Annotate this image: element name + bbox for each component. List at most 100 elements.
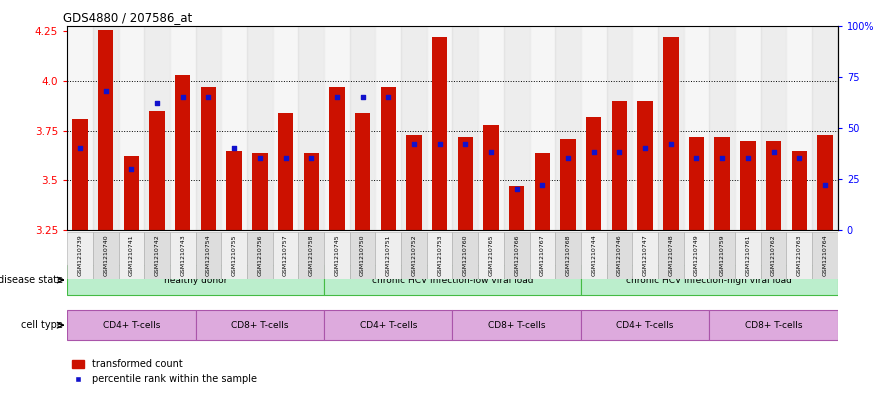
Bar bbox=[272, 232, 298, 279]
Point bbox=[484, 149, 498, 155]
Point bbox=[433, 141, 447, 147]
Legend: transformed count, percentile rank within the sample: transformed count, percentile rank withi… bbox=[72, 359, 256, 384]
Point bbox=[638, 145, 652, 151]
Point bbox=[381, 94, 395, 100]
Text: GSM1210739: GSM1210739 bbox=[78, 234, 82, 276]
Bar bbox=[452, 310, 581, 340]
Text: GSM1210741: GSM1210741 bbox=[129, 234, 134, 276]
Text: CD8+ T-cells: CD8+ T-cells bbox=[488, 321, 546, 330]
Bar bbox=[67, 232, 93, 279]
Text: GSM1210752: GSM1210752 bbox=[411, 234, 417, 276]
Bar bbox=[93, 232, 118, 279]
Text: CD4+ T-cells: CD4+ T-cells bbox=[359, 321, 417, 330]
Point bbox=[818, 182, 832, 188]
Bar bbox=[581, 26, 607, 230]
Bar bbox=[633, 232, 658, 279]
Bar bbox=[247, 26, 272, 230]
Point bbox=[176, 94, 190, 100]
Bar bbox=[93, 26, 118, 230]
Bar bbox=[658, 26, 684, 230]
Bar bbox=[735, 26, 761, 230]
Text: GSM1210747: GSM1210747 bbox=[642, 234, 648, 276]
Bar bbox=[406, 135, 422, 230]
Point bbox=[125, 165, 139, 172]
Bar bbox=[375, 232, 401, 279]
Point bbox=[664, 141, 678, 147]
Bar bbox=[324, 26, 349, 230]
Point bbox=[715, 155, 729, 162]
Text: GSM1210764: GSM1210764 bbox=[823, 234, 827, 276]
Bar bbox=[401, 232, 426, 279]
Text: GSM1210746: GSM1210746 bbox=[617, 234, 622, 276]
Bar bbox=[607, 232, 633, 279]
Bar bbox=[73, 119, 88, 230]
Bar bbox=[67, 26, 93, 230]
Bar bbox=[684, 26, 710, 230]
Bar bbox=[478, 26, 504, 230]
Bar bbox=[324, 265, 581, 295]
Bar bbox=[324, 310, 452, 340]
Text: GSM1210765: GSM1210765 bbox=[488, 234, 494, 276]
Text: GSM1210760: GSM1210760 bbox=[463, 234, 468, 276]
Bar bbox=[658, 232, 684, 279]
Bar bbox=[560, 139, 576, 230]
Bar bbox=[144, 26, 170, 230]
Bar bbox=[710, 26, 735, 230]
Bar bbox=[581, 232, 607, 279]
Bar bbox=[581, 265, 838, 295]
Text: GSM1210744: GSM1210744 bbox=[591, 234, 596, 276]
Bar bbox=[124, 156, 139, 230]
Bar bbox=[791, 151, 807, 230]
Text: GSM1210767: GSM1210767 bbox=[540, 234, 545, 276]
Point bbox=[510, 186, 524, 192]
Text: GSM1210768: GSM1210768 bbox=[565, 234, 571, 276]
Point bbox=[587, 149, 601, 155]
Text: chronic HCV infection-low viral load: chronic HCV infection-low viral load bbox=[372, 275, 533, 285]
Point bbox=[202, 94, 216, 100]
Bar bbox=[247, 232, 272, 279]
Text: disease state: disease state bbox=[0, 275, 63, 285]
Bar bbox=[272, 26, 298, 230]
Point bbox=[99, 88, 113, 94]
Text: GSM1210758: GSM1210758 bbox=[309, 234, 314, 276]
Point bbox=[766, 149, 780, 155]
Bar bbox=[761, 26, 787, 230]
Bar bbox=[714, 137, 730, 230]
Bar bbox=[324, 232, 349, 279]
Text: GSM1210755: GSM1210755 bbox=[232, 234, 237, 276]
Point bbox=[458, 141, 472, 147]
Bar bbox=[607, 26, 633, 230]
Bar bbox=[349, 26, 375, 230]
Text: CD8+ T-cells: CD8+ T-cells bbox=[231, 321, 289, 330]
Bar bbox=[812, 232, 838, 279]
Point bbox=[279, 155, 293, 162]
Text: GSM1210753: GSM1210753 bbox=[437, 234, 442, 276]
Text: GSM1210766: GSM1210766 bbox=[514, 234, 519, 276]
Bar bbox=[195, 26, 221, 230]
Bar bbox=[432, 37, 447, 230]
Text: GSM1210749: GSM1210749 bbox=[694, 234, 699, 276]
Bar bbox=[787, 26, 812, 230]
Bar bbox=[170, 232, 195, 279]
Bar bbox=[735, 232, 761, 279]
Point bbox=[612, 149, 626, 155]
Text: GSM1210743: GSM1210743 bbox=[180, 234, 185, 276]
Bar bbox=[175, 75, 191, 230]
Text: GSM1210762: GSM1210762 bbox=[771, 234, 776, 276]
Text: CD4+ T-cells: CD4+ T-cells bbox=[103, 321, 160, 330]
Text: GSM1210742: GSM1210742 bbox=[155, 234, 159, 276]
Bar bbox=[150, 111, 165, 230]
Text: GDS4880 / 207586_at: GDS4880 / 207586_at bbox=[64, 11, 193, 24]
Bar bbox=[118, 26, 144, 230]
Point bbox=[407, 141, 421, 147]
Bar bbox=[298, 26, 324, 230]
Bar bbox=[227, 151, 242, 230]
Bar bbox=[581, 310, 710, 340]
Bar bbox=[458, 137, 473, 230]
Point bbox=[535, 182, 549, 188]
Bar bbox=[710, 310, 838, 340]
Bar bbox=[556, 26, 581, 230]
Text: CD8+ T-cells: CD8+ T-cells bbox=[745, 321, 802, 330]
Bar bbox=[349, 232, 375, 279]
Bar bbox=[67, 265, 324, 295]
